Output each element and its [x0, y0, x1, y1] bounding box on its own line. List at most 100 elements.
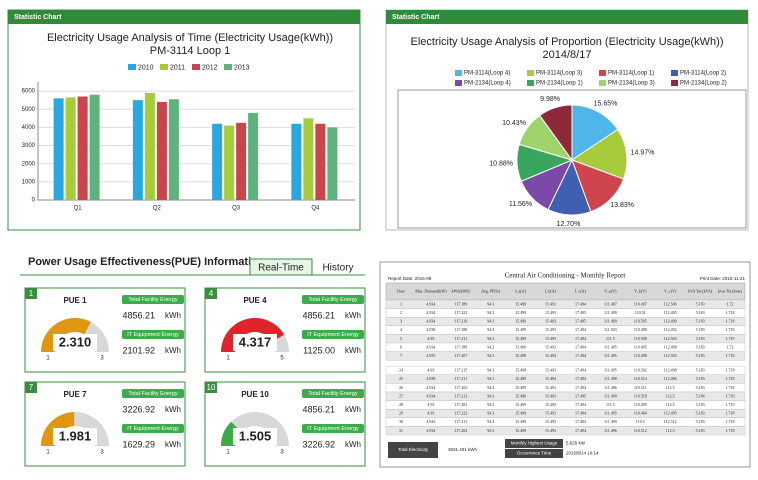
cell: 15.494	[545, 376, 556, 381]
unit: kWh	[345, 405, 361, 414]
time-value: 2015/8/14 10:14	[566, 451, 599, 456]
cell: 15.493	[545, 310, 556, 315]
gauge-name: PUE 7	[63, 390, 87, 399]
cell: 111.495	[604, 353, 617, 358]
facility-value: 4856.21	[122, 310, 155, 320]
cell: 111.495	[604, 411, 617, 416]
it-value: 3226.92	[302, 439, 335, 449]
cell: 6	[400, 344, 402, 349]
bar	[168, 99, 179, 200]
cell: 117.188	[454, 327, 467, 332]
cell: 1	[400, 301, 402, 306]
cell: 30	[399, 419, 403, 424]
bar	[132, 100, 143, 200]
cell: 5.183	[696, 376, 705, 381]
gauge-max: 3	[280, 450, 284, 456]
bar	[212, 123, 223, 200]
card-number: 1	[29, 289, 34, 298]
cell: 111.503	[604, 327, 617, 332]
table-row	[385, 374, 746, 384]
column-header: V_c(V)	[664, 288, 677, 293]
cell: 5.183	[696, 411, 705, 416]
it-value: 2101.92	[122, 345, 155, 355]
gauge-name: PUE 10	[241, 390, 269, 399]
column-header: kvar Tot.(kvar)	[718, 288, 743, 293]
cell: 5.183	[696, 310, 705, 315]
table-row	[385, 325, 746, 335]
label-pill	[122, 295, 184, 304]
cell: 4	[400, 327, 402, 332]
cell: 17.494	[575, 368, 586, 373]
label-pill	[122, 424, 184, 433]
table-row	[385, 366, 746, 376]
pie-box	[397, 89, 747, 229]
cell: 117.211	[454, 419, 467, 424]
tab-label[interactable]: Real-Time	[258, 263, 304, 274]
it-value: 1629.29	[122, 439, 155, 449]
pie-slice	[539, 104, 573, 162]
cell: 1.719	[726, 327, 735, 332]
cell: 112.5	[666, 428, 675, 433]
cell: 15.499	[515, 353, 526, 358]
cell: 110.497	[634, 301, 647, 306]
cell: 94.3	[487, 301, 494, 306]
cell: 1.718	[726, 319, 735, 324]
cell: 15.499	[515, 428, 526, 433]
label-pill	[302, 330, 364, 339]
card-number: 7	[29, 383, 34, 392]
cell: 15.499	[515, 301, 526, 306]
facility-value: 3226.92	[122, 404, 155, 414]
gauge-track	[221, 412, 289, 446]
cell: 17.494	[575, 344, 586, 349]
legend-swatch	[671, 70, 678, 76]
cell: 5.183	[696, 385, 705, 390]
cell: 15.498	[515, 368, 526, 373]
tab-label[interactable]: History	[322, 263, 353, 274]
facility-label: Total Facility Energy	[128, 391, 177, 397]
gauge-max: 3	[100, 356, 104, 362]
cell: 15.498	[515, 393, 526, 398]
highest-label: Monthly Highest Usage	[511, 441, 558, 446]
cell: 94.3	[487, 376, 494, 381]
cell: 24	[399, 368, 403, 373]
cell: 15.493	[545, 336, 556, 341]
cell: 112.503	[664, 336, 677, 341]
bar	[248, 112, 259, 200]
cell: 26	[399, 385, 403, 390]
cell: 5	[400, 336, 402, 341]
gauge-name: PUE 4	[243, 296, 267, 305]
gauge-max: 5	[280, 356, 284, 362]
cell: 4.93	[427, 411, 434, 416]
cell: 5.183	[696, 402, 705, 407]
chart-subtitle: PM-3114 Loop 1	[150, 45, 231, 57]
x-tick-label: Q4	[311, 206, 320, 212]
bar	[291, 123, 302, 200]
cell: 17.494	[575, 402, 586, 407]
cell: 15.494	[545, 353, 556, 358]
chart-title: Electricity Usage Analysis of Proportion…	[411, 36, 724, 48]
cell: 94.3	[487, 402, 494, 407]
label-pill	[302, 389, 364, 398]
unit: kWh	[165, 440, 181, 449]
cell: 94.3	[487, 385, 494, 390]
panel-title: Statistic Chart	[392, 14, 440, 21]
legend-label: 2010	[138, 64, 154, 71]
cell: 112.512	[664, 419, 677, 424]
cell: 15.493	[545, 428, 556, 433]
legend-label: PM-2134(Loop 4)	[464, 81, 511, 87]
gauge-fill	[221, 421, 241, 446]
cell: 17.495	[575, 393, 586, 398]
bar	[303, 118, 314, 200]
tab[interactable]	[249, 258, 313, 276]
cell: 112.506	[664, 301, 677, 306]
cell: 15.493	[545, 327, 556, 332]
cell: 112.498	[664, 344, 677, 349]
cell: 110.484	[634, 411, 647, 416]
cell: 117.223	[454, 310, 467, 315]
highest-value: 5.625 kW	[566, 441, 586, 446]
slice-label: 10.43%	[502, 120, 526, 127]
legend-label: PM-2134(Loop 1)	[536, 81, 583, 87]
cell: 15.493	[545, 368, 556, 373]
slice-label: 11.56%	[509, 201, 532, 208]
cell: 117.215	[454, 368, 467, 373]
